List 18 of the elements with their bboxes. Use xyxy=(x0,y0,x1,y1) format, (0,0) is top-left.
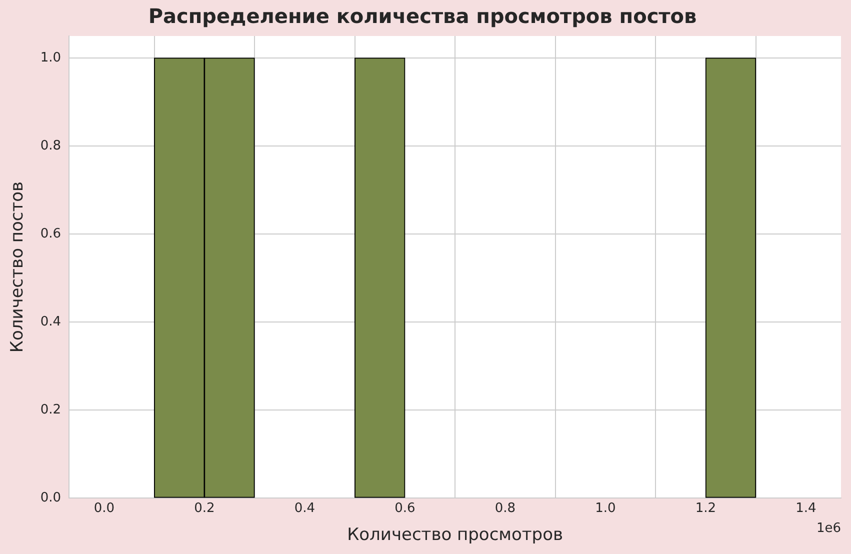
chart-title: Распределение количества просмотров постов xyxy=(148,4,697,28)
x-tick-label: 0.2 xyxy=(194,501,215,516)
y-tick-label: 1.0 xyxy=(40,50,62,66)
x-tick-label: 0.8 xyxy=(494,501,516,516)
y-tick-label: 0.2 xyxy=(40,402,62,418)
y-axis-title: Количество постов xyxy=(8,181,28,353)
x-tick-label: 1.2 xyxy=(695,501,716,516)
x-tick-label: 1.4 xyxy=(796,501,816,516)
y-tick-label: 0.4 xyxy=(40,314,62,330)
x-tick-label: 0.4 xyxy=(294,501,316,516)
x-tick-label: 0.6 xyxy=(394,501,416,516)
x-axis-title: Количество просмотров xyxy=(347,525,564,546)
x-tick-label: 1.0 xyxy=(595,501,616,516)
y-tick-label: 0.0 xyxy=(40,490,62,506)
y-tick-label: 0.8 xyxy=(40,138,62,154)
x-tick-label: 0.0 xyxy=(94,501,115,516)
text: 1e6 xyxy=(816,520,841,536)
y-tick-label: 0.6 xyxy=(40,226,62,242)
